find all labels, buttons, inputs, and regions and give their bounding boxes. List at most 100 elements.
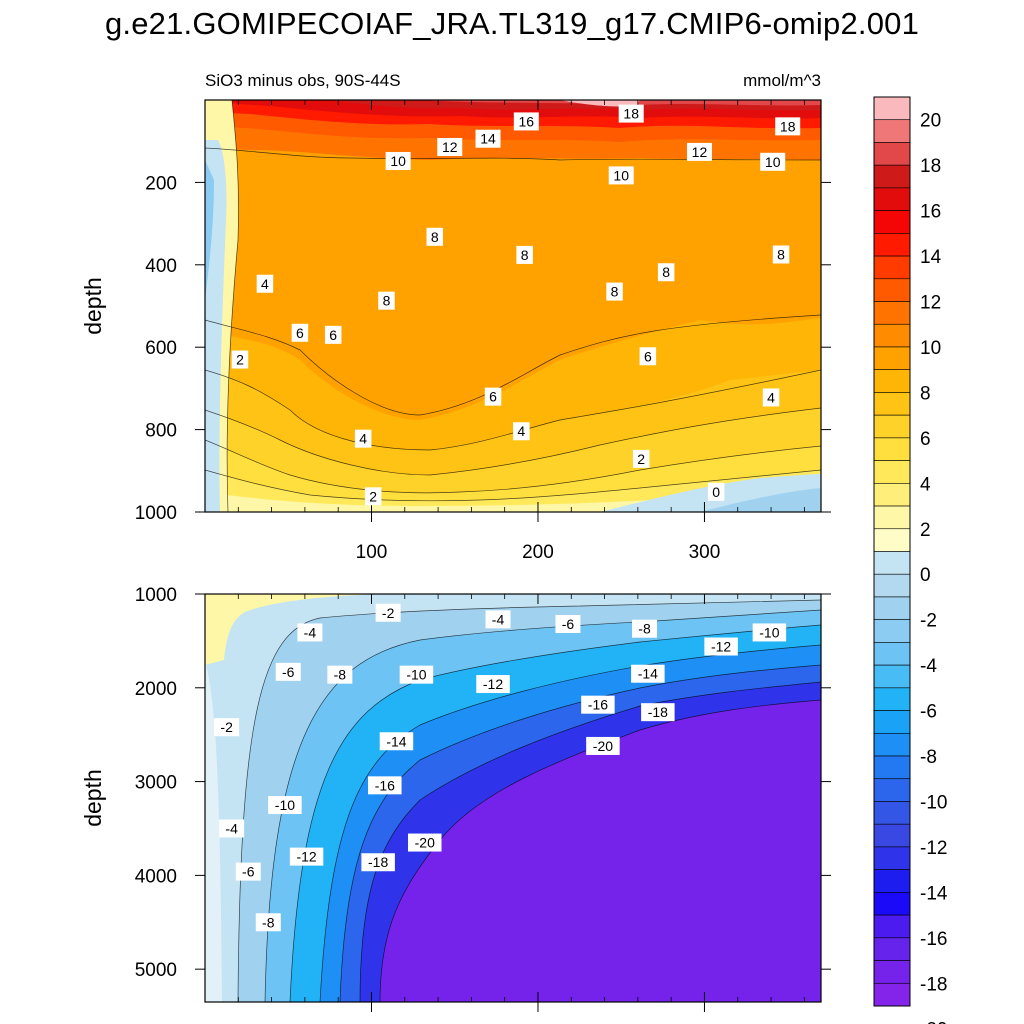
contour-label: -14 (379, 732, 414, 751)
colorbar-swatch (873, 846, 911, 870)
contour-label: -18 (361, 853, 395, 872)
colorbar-tick-label: -2 (920, 611, 937, 632)
contour-label: 18 (618, 104, 644, 123)
contour-label: -2 (375, 603, 401, 622)
contour-label: -8 (632, 619, 658, 638)
contour-label-text: -2 (220, 719, 233, 735)
contour-label-text: 8 (662, 264, 670, 280)
contour-label-text: -12 (711, 639, 731, 655)
contour-label-box (475, 129, 501, 148)
contour-label: -16 (368, 776, 402, 795)
y-tick-label: 400 (145, 256, 177, 277)
colorbar-tick-label: -4 (920, 656, 937, 677)
contour-label-text: 2 (369, 488, 377, 504)
contour-label-box (760, 152, 786, 171)
colorbar-tick-label: 12 (920, 293, 941, 314)
contour-label-box (606, 282, 623, 301)
contour-label-text: -18 (368, 854, 388, 870)
contour-label-text: 0 (712, 484, 720, 500)
y-tick-label: 4000 (135, 866, 177, 887)
contour-label-text: -14 (638, 666, 658, 682)
contour-label-text: -8 (262, 914, 275, 930)
colorbar-swatch (873, 619, 911, 643)
contour-label: -18 (641, 703, 675, 722)
contour-label: -4 (297, 623, 323, 642)
contour-label: 2 (231, 350, 249, 369)
contour-label: -8 (255, 913, 281, 932)
contour-label: 0 (707, 482, 725, 501)
contour-label-box (704, 637, 738, 656)
contour-label-text: -4 (492, 611, 505, 627)
colorbar-swatch (873, 710, 911, 734)
colorbar-swatch (873, 755, 911, 780)
contour-label-text: 4 (359, 431, 367, 447)
colorbar-tick-label: 4 (920, 474, 931, 495)
contour-label: -6 (555, 615, 581, 634)
contour-label-text: 6 (329, 327, 337, 343)
colorbar-tick-label: -14 (920, 883, 948, 904)
colorbar-tick-label: -6 (920, 702, 937, 723)
contour-label-text: 2 (236, 352, 244, 368)
colorbar-tick-label: 14 (920, 247, 942, 268)
contour-label-box (291, 323, 309, 342)
contour-label-box (219, 819, 245, 838)
colorbar-swatch (873, 369, 911, 393)
contour-label: 16 (513, 112, 539, 131)
contour-label-text: 10 (765, 154, 781, 170)
colorbar-tick-label: 6 (920, 429, 931, 450)
colorbar-swatch (873, 778, 911, 802)
contour-label-box (354, 429, 372, 448)
colorbar-swatch (873, 551, 911, 575)
contour-label: 6 (484, 387, 502, 406)
contour-label-text: -10 (406, 667, 426, 683)
upper-x-axis: 100 200 300 (237, 100, 805, 563)
contour-label-box (686, 142, 712, 161)
colorbar-swatch (873, 323, 911, 348)
contour-label-box (775, 117, 801, 136)
contour-label: 12 (437, 137, 463, 156)
contour-label-text: -16 (375, 777, 395, 793)
contour-label-text: -4 (225, 820, 238, 836)
contour-label-box (632, 619, 658, 638)
contour-label-text: -18 (648, 704, 668, 720)
colorbar-swatch (873, 687, 911, 711)
colorbar-swatch (873, 142, 911, 166)
contour-label-text: 8 (777, 247, 785, 263)
colorbar-swatch (873, 392, 911, 416)
contour-label: 4 (513, 422, 530, 441)
lower-y-axis-label: depth (80, 769, 106, 827)
contour-label: -2 (214, 718, 240, 737)
contour-label-box (399, 665, 434, 684)
contour-label-text: -10 (275, 797, 295, 813)
colorbar-tick-label: -12 (920, 838, 947, 859)
contour-label-text: 14 (480, 131, 496, 147)
contour-label-box (268, 796, 302, 815)
contour-label: 6 (291, 323, 309, 342)
colorbar-frame (873, 96, 911, 1007)
colorbar-swatch (873, 596, 911, 620)
colorbar-tick-label: -8 (920, 747, 937, 768)
contour-label: 10 (608, 166, 634, 185)
colorbar-swatch (873, 301, 911, 325)
colorbar-swatch (873, 483, 911, 507)
contour-label: 6 (639, 347, 657, 366)
contour-label: 8 (606, 282, 623, 301)
contour-label: 8 (772, 245, 790, 264)
contour-label-box (586, 736, 620, 755)
contour-label-box (581, 695, 615, 714)
contour-label-box (361, 853, 395, 872)
lower-panel: 1000 2000 3000 4000 5000 depth -2 -4 -6 -8 -10 -1… (80, 585, 831, 1012)
contour-label-box (408, 833, 442, 852)
contour-label-box (639, 347, 657, 366)
contour-label: -10 (752, 623, 787, 642)
contour-label: 10 (385, 151, 411, 170)
contour-label-box (375, 603, 401, 622)
y-tick-label: 1000 (135, 585, 177, 606)
contour-label: 6 (324, 325, 342, 344)
contour-label: 18 (775, 117, 801, 136)
contour-label-text: 8 (521, 247, 529, 263)
colorbar-swatch (873, 937, 911, 961)
contour-label-box (275, 662, 301, 681)
contour-label-box (752, 623, 787, 642)
colorbar-swatch (873, 960, 911, 984)
